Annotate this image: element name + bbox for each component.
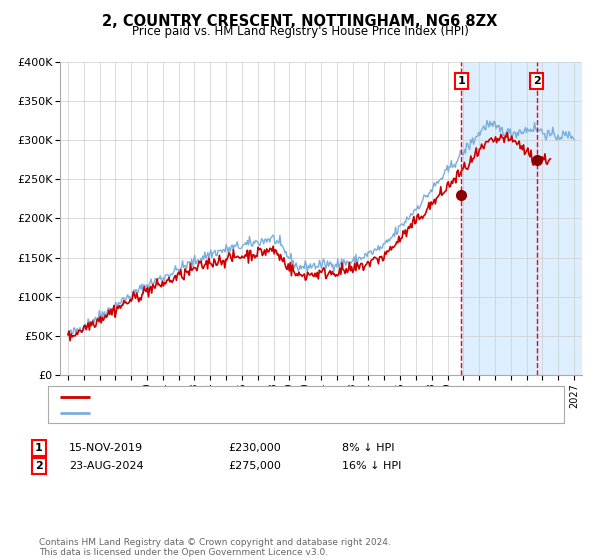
Text: 16% ↓ HPI: 16% ↓ HPI bbox=[342, 461, 401, 471]
Text: 2: 2 bbox=[35, 461, 43, 471]
Text: 2, COUNTRY CRESCENT, NOTTINGHAM, NG6 8ZX (detached house): 2, COUNTRY CRESCENT, NOTTINGHAM, NG6 8ZX… bbox=[99, 391, 446, 402]
Text: 8% ↓ HPI: 8% ↓ HPI bbox=[342, 443, 395, 453]
Text: 23-AUG-2024: 23-AUG-2024 bbox=[69, 461, 143, 471]
Text: Price paid vs. HM Land Registry's House Price Index (HPI): Price paid vs. HM Land Registry's House … bbox=[131, 25, 469, 38]
Text: £275,000: £275,000 bbox=[228, 461, 281, 471]
Text: 1: 1 bbox=[35, 443, 43, 453]
Text: 1: 1 bbox=[457, 76, 465, 86]
Bar bbox=[537, 62, 582, 375]
Text: Contains HM Land Registry data © Crown copyright and database right 2024.
This d: Contains HM Land Registry data © Crown c… bbox=[39, 538, 391, 557]
Text: HPI: Average price, detached house, City of Nottingham: HPI: Average price, detached house, City… bbox=[99, 408, 391, 418]
Text: 2: 2 bbox=[533, 76, 541, 86]
Text: £230,000: £230,000 bbox=[228, 443, 281, 453]
Bar bbox=[461, 62, 582, 375]
Text: 2, COUNTRY CRESCENT, NOTTINGHAM, NG6 8ZX: 2, COUNTRY CRESCENT, NOTTINGHAM, NG6 8ZX bbox=[103, 14, 497, 29]
Text: 15-NOV-2019: 15-NOV-2019 bbox=[69, 443, 143, 453]
